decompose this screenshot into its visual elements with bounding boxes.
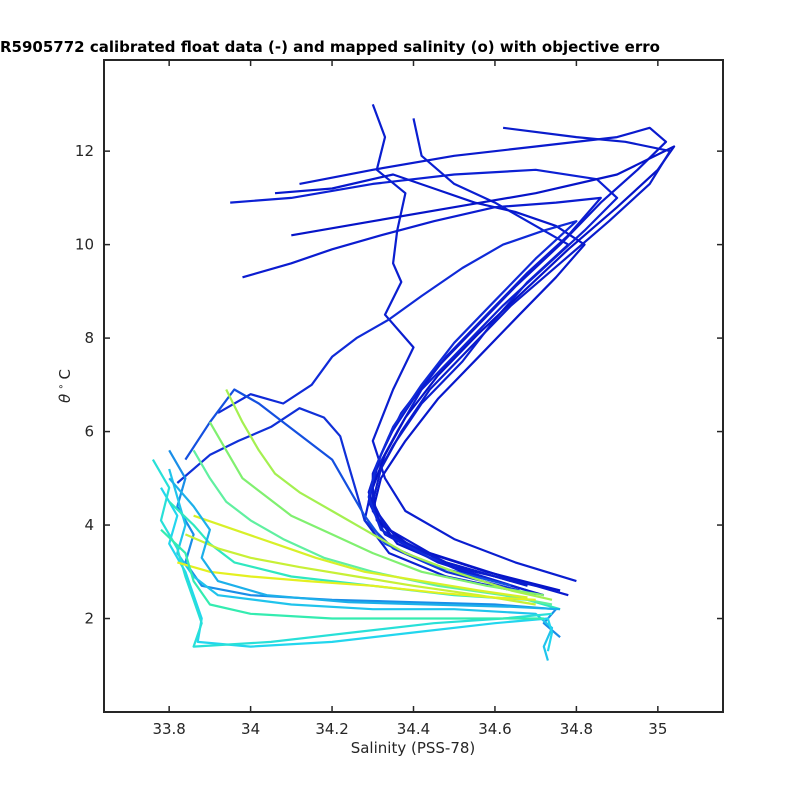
profile-line-23 xyxy=(160,528,544,620)
y-axis-ticks: 2 4 6 8 10 12 xyxy=(75,142,723,628)
y-axis-label-unit: C xyxy=(56,369,74,379)
profile-line-21 xyxy=(176,561,536,601)
profile-line-19 xyxy=(225,389,553,601)
profile-line-17 xyxy=(192,449,553,606)
y-tick-label: 4 xyxy=(84,516,94,534)
profile-line-9 xyxy=(371,126,672,587)
profile-line-5 xyxy=(299,126,668,597)
x-tick-label: 34.2 xyxy=(315,720,348,738)
profile-line-18 xyxy=(208,421,544,597)
y-tick-label: 10 xyxy=(75,236,94,254)
y-axis-label: θ ∘ C xyxy=(56,369,74,403)
profiles-layer xyxy=(151,104,676,661)
x-tick-label: 34 xyxy=(241,720,260,738)
x-tick-label: 34.4 xyxy=(397,720,430,738)
y-axis-label-symbol: θ xyxy=(56,394,74,403)
y-tick-label: 8 xyxy=(84,329,94,347)
y-tick-label: 6 xyxy=(84,423,94,441)
y-tick-label: 2 xyxy=(84,610,94,628)
profile-line-24 xyxy=(168,477,561,611)
x-tick-label: 33.8 xyxy=(152,720,185,738)
y-tick-label: 12 xyxy=(75,142,94,160)
x-tick-label: 34.8 xyxy=(560,720,593,738)
y-axis-label-degree: ∘ xyxy=(56,384,67,390)
x-axis-label: Salinity (PSS-78) xyxy=(351,739,476,757)
profile-line-13 xyxy=(168,468,554,661)
profile-line-15 xyxy=(151,459,553,648)
profile-line-8 xyxy=(217,220,578,583)
x-axis-ticks: 33.8 34 34.2 34.4 34.6 34.8 35 xyxy=(152,60,667,738)
plot-area xyxy=(104,60,723,712)
profile-line-22 xyxy=(193,514,528,599)
profile-line-20 xyxy=(184,533,536,606)
chart-title: R5905772 calibrated float data (-) and m… xyxy=(0,38,660,56)
x-tick-label: 34.6 xyxy=(478,720,511,738)
x-tick-label: 35 xyxy=(648,720,667,738)
